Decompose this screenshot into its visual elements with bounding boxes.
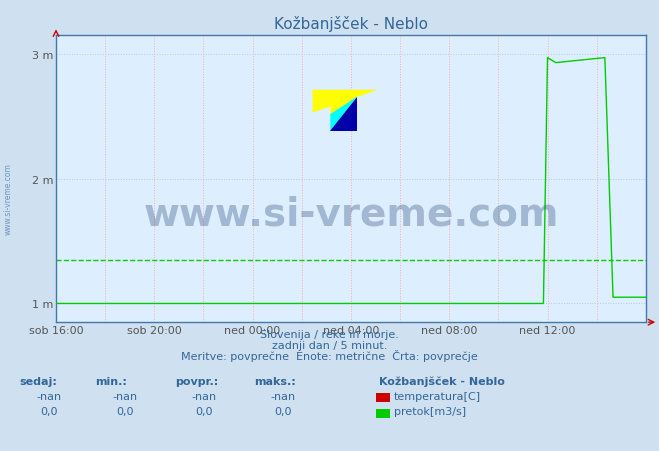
Text: min.:: min.: — [96, 376, 127, 386]
Text: Kožbanjšček - Neblo: Kožbanjšček - Neblo — [379, 376, 505, 386]
Text: 0,0: 0,0 — [41, 406, 58, 416]
Text: -nan: -nan — [113, 391, 138, 401]
Polygon shape — [312, 91, 378, 113]
Text: temperatura[C]: temperatura[C] — [394, 391, 481, 401]
Polygon shape — [330, 98, 357, 132]
Polygon shape — [330, 98, 357, 132]
Title: Kožbanjšček - Neblo: Kožbanjšček - Neblo — [274, 16, 428, 32]
Text: Meritve: povprečne  Enote: metrične  Črta: povprečje: Meritve: povprečne Enote: metrične Črta:… — [181, 349, 478, 361]
Text: www.si-vreme.com: www.si-vreme.com — [143, 195, 559, 233]
Text: www.si-vreme.com: www.si-vreme.com — [3, 162, 13, 235]
Text: 0,0: 0,0 — [117, 406, 134, 416]
Text: -nan: -nan — [271, 391, 296, 401]
Text: maks.:: maks.: — [254, 376, 295, 386]
Polygon shape — [330, 98, 357, 115]
Text: -nan: -nan — [37, 391, 62, 401]
Text: zadnji dan / 5 minut.: zadnji dan / 5 minut. — [272, 340, 387, 350]
Text: -nan: -nan — [192, 391, 217, 401]
Text: 0,0: 0,0 — [196, 406, 213, 416]
Text: Slovenija / reke in morje.: Slovenija / reke in morje. — [260, 329, 399, 339]
Text: povpr.:: povpr.: — [175, 376, 218, 386]
Text: 0,0: 0,0 — [275, 406, 292, 416]
Text: sedaj:: sedaj: — [20, 376, 57, 386]
Text: pretok[m3/s]: pretok[m3/s] — [394, 406, 466, 416]
